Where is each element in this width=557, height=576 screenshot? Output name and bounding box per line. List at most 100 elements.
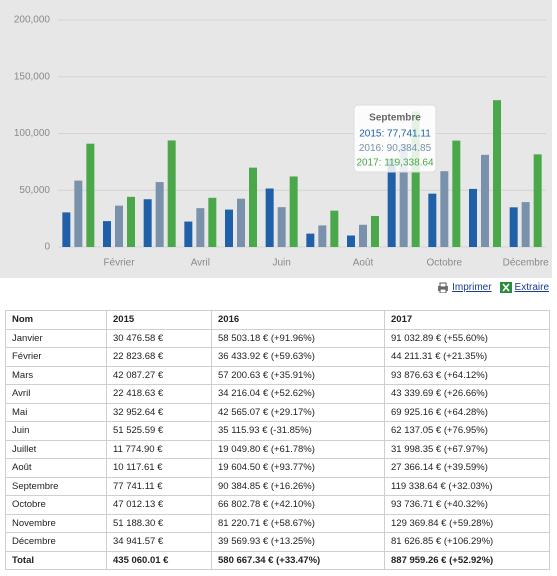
table-cell: 51 525.59 €	[106, 421, 212, 441]
tooltip: Septembre 2015: 77,741.11 2016: 90,384.85 2…	[353, 104, 437, 173]
table-cell: Janvier	[5, 328, 107, 348]
table-cell: Juillet	[5, 439, 107, 459]
bar	[330, 210, 339, 247]
bar	[533, 154, 542, 247]
total-cell: 887 959.26 € (+52.92%)	[384, 550, 550, 570]
table-cell: 58 503.18 € (+91.96%)	[211, 328, 385, 348]
table-cell: Juin	[5, 421, 107, 441]
bar	[167, 140, 176, 247]
bar	[371, 215, 379, 247]
table-cell: 44 211.31 € (+21.35%)	[384, 347, 550, 367]
table-cell: 91 032.89 € (+55.60%)	[384, 328, 550, 348]
table-cell: 51 188.30 €	[106, 513, 212, 533]
table-cell: 27 366.14 € (+39.59%)	[384, 458, 550, 478]
link-text: Imprimer	[452, 282, 492, 293]
bar	[184, 221, 193, 247]
total-cell: 435 060.01 €	[106, 550, 212, 570]
link-text: Extraire	[514, 282, 549, 293]
x-tick-label: Juin	[272, 258, 290, 269]
print-icon	[438, 282, 449, 293]
table-cell: 22 418.63 €	[106, 384, 212, 404]
table-cell: 39 569.93 € (+13.25%)	[211, 532, 385, 552]
table-row: Octobre 47 012.13 €66 802.78 € (+42.10%) 9…	[5, 495, 550, 515]
data-table: Nom 2015 2016 2017 Janvier 30 476.58 €58 503.…	[5, 310, 550, 570]
table-row: Août 10 117.61 €19 604.50 € (+93.77%) 27 3…	[5, 458, 550, 478]
bar	[521, 202, 530, 247]
total-cell: Total	[5, 550, 107, 570]
table-cell: 77 741.11 €	[106, 476, 212, 496]
table-cell: Septembre	[5, 476, 107, 496]
bar	[440, 171, 449, 247]
table-cell: 93 736.71 € (+40.32%)	[384, 495, 550, 515]
table-cell: 42 087.27 €	[106, 365, 212, 385]
excel-icon	[499, 282, 512, 293]
table-cell: 11 774.90 €	[106, 439, 212, 459]
table-row: Janvier 30 476.58 €58 503.18 € (+91.96%) 9…	[5, 328, 550, 348]
y-tick-label: 50,000	[19, 185, 50, 196]
bar	[127, 196, 135, 247]
table-cell: Mai	[5, 402, 107, 422]
bar	[411, 111, 420, 247]
table-cell: 42 565.07 € (+29.17%)	[211, 402, 385, 422]
table-cell: 34 941.57 €	[106, 532, 212, 552]
bar	[265, 188, 274, 247]
tooltip-title: Septembre	[369, 113, 421, 124]
header-cell: 2015	[106, 310, 212, 330]
total-row: Total 435 060.01 €580 667.34 € (+33.47%) 8…	[5, 550, 550, 570]
table-cell: 10 117.61 €	[106, 458, 212, 478]
table-cell: 69 925.16 € (+64.28%)	[384, 402, 550, 422]
bar	[208, 197, 217, 247]
table-cell: 22 823.68 €	[106, 347, 212, 367]
table-cell: 62 137.05 € (+76.95%)	[384, 421, 550, 441]
print-link[interactable]: Imprimer	[437, 282, 492, 293]
bar	[196, 208, 205, 247]
table-cell: 32 952.64 €	[106, 402, 212, 422]
bar	[62, 212, 71, 247]
bar	[277, 207, 286, 247]
bar	[318, 225, 327, 247]
bar	[103, 221, 111, 247]
bar	[452, 140, 461, 247]
table-cell: 81 626.85 € (+106.29%)	[384, 532, 550, 552]
bar	[347, 235, 355, 247]
bar	[225, 209, 233, 247]
tooltip-line: 2015: 77,741.11	[359, 129, 431, 140]
table-cell: 30 476.58 €	[106, 328, 212, 348]
table-cell: Décembre	[5, 532, 107, 552]
bar	[359, 224, 367, 247]
table-cell: 19 049.80 € (+61.78%)	[211, 439, 385, 459]
table-cell: 36 433.92 € (+59.63%)	[211, 347, 385, 367]
header-cell: Nom	[5, 310, 107, 330]
x-tick-label: Octobre	[427, 258, 463, 269]
x-tick-label: Avril	[191, 258, 210, 269]
table-cell: Février	[5, 347, 107, 367]
table-cell: 129 369.84 € (+59.28%)	[384, 513, 550, 533]
header-cell: 2017	[384, 310, 550, 330]
table-cell: 90 384.85 € (+16.26%)	[211, 476, 385, 496]
bar	[399, 144, 408, 247]
bar	[509, 207, 518, 247]
bar	[306, 233, 315, 247]
chart: 0 50,000 100,000 150,000 200,000 Février Avril…	[0, 0, 552, 278]
tooltip-line: 2016: 90,384.85	[359, 143, 432, 154]
tooltip-line: 2017: 119,338.64	[356, 158, 434, 169]
table-cell: 31 998.35 € (+67.97%)	[384, 439, 550, 459]
table-cell: 34 216.04 € (+52.62%)	[211, 384, 385, 404]
table-cell: Avril	[5, 384, 107, 404]
table-cell: 43 339.69 € (+26.66%)	[384, 384, 550, 404]
bar	[469, 188, 477, 247]
x-tick-label: Février	[103, 258, 135, 269]
table-cell: 57 200.63 € (+35.91%)	[211, 365, 385, 385]
table-row: Décembre 34 941.57 €39 569.93 € (+13.25%)…	[5, 532, 550, 552]
y-tick-label: 100,000	[14, 128, 51, 139]
export-link[interactable]: Extraire	[499, 282, 549, 293]
table-cell: 35 115.93 € (-31.85%)	[211, 421, 385, 441]
table-row: Mars 42 087.27 €57 200.63 € (+35.91%) 93 8…	[5, 365, 550, 385]
table-row: Mai 32 952.64 €42 565.07 € (+29.17%) 69 92…	[5, 402, 550, 422]
bar	[249, 167, 257, 247]
bar	[74, 180, 83, 247]
header-row: Nom 2015 2016 2017	[5, 310, 550, 330]
bar	[428, 193, 437, 247]
total-cell: 580 667.34 € (+33.47%)	[211, 550, 385, 570]
